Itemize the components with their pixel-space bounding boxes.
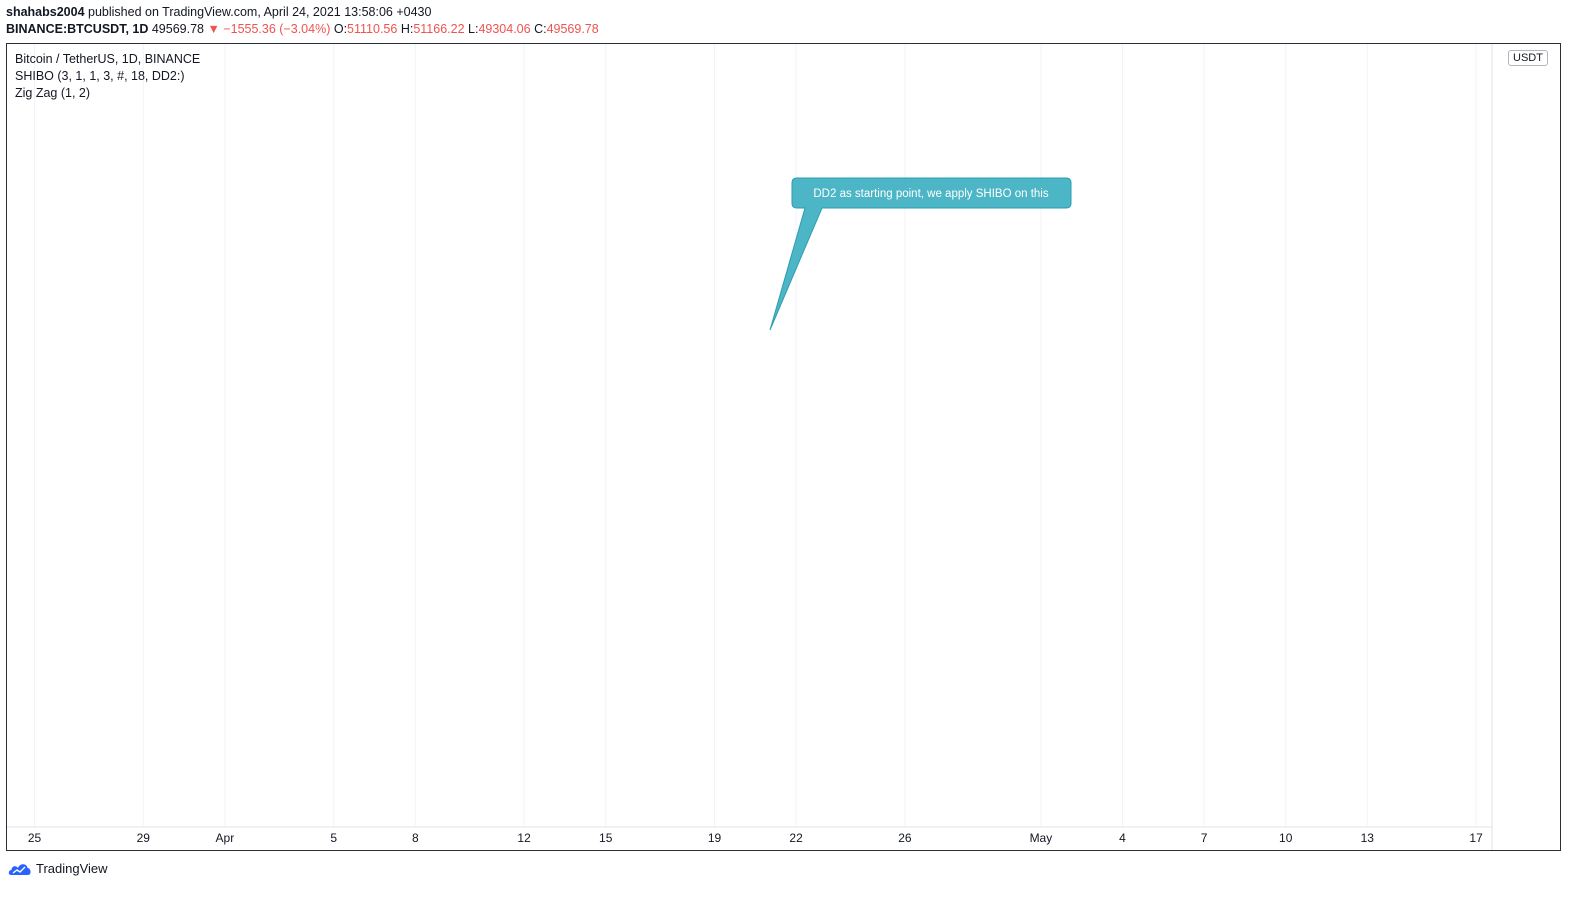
open-value: 51110.56 xyxy=(347,22,398,36)
time-tick-label: 26 xyxy=(898,831,912,845)
publish-date: published on TradingView.com, April 24, … xyxy=(88,5,432,19)
time-tick-label: 13 xyxy=(1361,831,1375,845)
low-value: 49304.06 xyxy=(478,22,531,36)
symbol-label: BINANCE:BTCUSDT, 1D xyxy=(6,22,149,36)
legend-indicator-zigzag[interactable]: Zig Zag (1, 2) xyxy=(15,86,91,100)
time-tick-label: 4 xyxy=(1119,831,1126,845)
low-label: L: xyxy=(468,22,479,36)
legend-title[interactable]: Bitcoin / TetherUS, 1D, BINANCE xyxy=(15,52,201,66)
annotation-callout[interactable]: DD2 as starting point, we apply SHIBO on… xyxy=(769,177,1072,331)
annotation-text: DD2 as starting point, we apply SHIBO on… xyxy=(813,188,1048,200)
tradingview-cloud-icon xyxy=(8,863,31,875)
time-tick-label: 7 xyxy=(1201,831,1208,845)
close-label: C: xyxy=(534,22,547,36)
price-change: ▼ −1555.36 (−3.04%) xyxy=(207,22,331,36)
last-price: 49569.78 xyxy=(151,22,204,36)
annotation-bubble xyxy=(769,177,1072,331)
time-tick-label: 10 xyxy=(1279,831,1293,845)
chart-frame[interactable] xyxy=(6,43,1561,851)
legend-indicator-shibo[interactable]: SHIBO (3, 1, 1, 3, #, 18, DD2:) xyxy=(15,69,185,83)
time-tick-label: 17 xyxy=(1469,831,1483,845)
time-tick-label: 8 xyxy=(412,831,419,845)
publish-info: shahabs2004 published on TradingView.com… xyxy=(6,5,431,19)
close-value: 49569.78 xyxy=(546,22,599,36)
high-value: 51166.22 xyxy=(413,22,465,36)
time-tick-label: Apr xyxy=(216,831,235,845)
tradingview-brand: TradingView xyxy=(36,861,108,876)
high-label: H: xyxy=(400,22,414,36)
time-tick-label: 22 xyxy=(789,831,803,845)
open-label: O: xyxy=(333,22,348,36)
ohlc-line: BINANCE:BTCUSDT, 1D 49569.78 ▼ −1555.36 … xyxy=(6,22,599,36)
time-tick-label: 25 xyxy=(28,831,42,845)
currency-unit-button[interactable]: USDT xyxy=(1508,50,1548,66)
tradingview-logo[interactable]: TradingView xyxy=(8,861,108,876)
author-name[interactable]: shahabs2004 xyxy=(6,5,85,19)
time-tick-label: 5 xyxy=(330,831,337,845)
time-tick-label: 15 xyxy=(599,831,613,845)
time-tick-label: 12 xyxy=(517,831,531,845)
time-tick-label: 19 xyxy=(708,831,722,845)
time-tick-label: 29 xyxy=(137,831,151,845)
time-tick-label: May xyxy=(1030,831,1053,845)
